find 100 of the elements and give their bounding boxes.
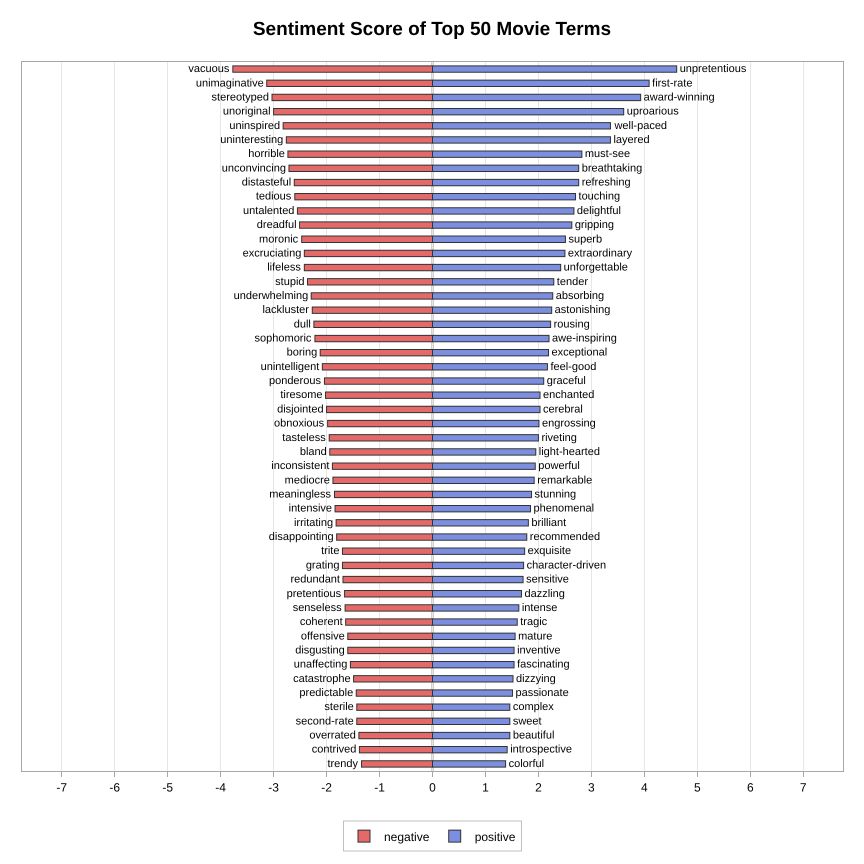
data-label: stupid (275, 276, 304, 288)
data-label: pretentious (286, 588, 342, 600)
data-label: contrived (312, 744, 356, 756)
data-label: feel-good (550, 360, 596, 373)
data-label: enchanted (543, 389, 594, 402)
data-label: breathtaking (582, 162, 642, 174)
x-tick-label: 3 (588, 780, 596, 794)
data-label: well-paced (613, 120, 668, 132)
data-label: must-see (584, 148, 630, 160)
data-label: graceful (546, 375, 586, 388)
data-label: dazzling (524, 588, 565, 600)
data-label: absorbing (556, 290, 604, 302)
data-label: lifeless (267, 262, 302, 274)
data-label: sweet (512, 715, 542, 728)
data-label: unintelligent (260, 360, 320, 373)
data-label: unforgettable (564, 262, 628, 274)
data-label: grating (306, 559, 340, 572)
data-label: cerebral (543, 403, 583, 416)
data-label: unpretentious (680, 63, 747, 76)
data-label: sterile (324, 701, 354, 714)
data-label: inventive (517, 644, 560, 656)
x-tick-label: 0 (429, 780, 436, 794)
data-label: sophomoric (254, 332, 312, 345)
data-label: unoriginal (222, 106, 271, 118)
data-label: moronic (259, 233, 299, 246)
data-label: sensitive (526, 574, 569, 586)
data-label: powerful (538, 460, 580, 472)
data-label: stunning (534, 488, 576, 500)
data-label: touching (578, 190, 620, 203)
x-tick-label: -4 (215, 780, 226, 794)
data-label: stereotyped (212, 91, 270, 104)
data-label: engrossing (542, 418, 596, 430)
data-label: refreshing (582, 176, 631, 189)
data-label: lackluster (262, 304, 310, 316)
data-label: introspective (510, 744, 572, 756)
x-tick-label: -7 (56, 780, 68, 794)
x-tick-label: -6 (109, 780, 120, 794)
data-label: ponderous (268, 375, 322, 388)
data-label: unconvincing (222, 162, 286, 174)
data-label: colorful (508, 758, 544, 770)
data-label: passionate (515, 687, 569, 700)
data-label: recommended (530, 531, 600, 544)
data-label: astonishing (554, 304, 610, 316)
data-label: awe-inspiring (552, 332, 617, 345)
data-label: vacuous (188, 63, 230, 76)
data-label: obnoxious (274, 418, 325, 430)
data-label: second-rate (296, 715, 354, 728)
data-label: boring (286, 346, 318, 359)
data-label: tiresome (280, 389, 323, 402)
x-tick-label: 5 (694, 780, 701, 794)
data-label: dull (294, 318, 311, 330)
data-label: tender (556, 276, 588, 288)
data-label: disappointing (268, 531, 334, 544)
legend-label: negative (384, 830, 430, 844)
x-tick-label: 1 (482, 780, 490, 794)
data-label: disjointed (277, 403, 324, 416)
data-label: offensive (300, 630, 345, 642)
data-label: mediocre (284, 474, 330, 486)
data-label: redundant (290, 574, 340, 586)
x-tick-label: -5 (162, 780, 174, 794)
data-label: tedious (256, 190, 292, 203)
data-label: overrated (309, 730, 356, 742)
data-label: extraordinary (568, 247, 633, 260)
data-label: exquisite (528, 545, 572, 558)
data-label: riveting (541, 432, 577, 444)
data-label: intense (522, 602, 558, 614)
data-label: superb (568, 233, 602, 246)
x-tick-label: 6 (746, 780, 754, 794)
data-label: disgusting (295, 644, 345, 656)
data-label: unaffecting (294, 658, 348, 671)
data-label: exceptional (552, 346, 608, 359)
data-label: distasteful (242, 176, 292, 189)
data-label: remarkable (537, 474, 592, 486)
data-label: tasteless (282, 432, 326, 444)
data-label: layered (613, 134, 650, 146)
data-label: untalented (243, 204, 294, 217)
x-tick-label: -1 (374, 780, 386, 794)
data-label: gripping (574, 219, 614, 232)
data-label: tragic (520, 616, 548, 628)
legend-label: positive (474, 830, 516, 844)
data-label: coherent (300, 616, 343, 628)
x-tick-label: -2 (321, 780, 332, 794)
data-label: unimaginative (196, 77, 264, 90)
x-tick-label: 2 (535, 780, 542, 794)
data-label: bland (300, 446, 327, 458)
chart-title: Sentiment Score of Top 50 Movie Terms (252, 18, 612, 40)
data-label: uninteresting (220, 134, 284, 146)
data-label: phenomenal (533, 502, 594, 515)
data-label: trite (321, 545, 340, 558)
data-label: horrible (248, 148, 285, 160)
data-label: light-hearted (538, 446, 600, 458)
data-label: first-rate (652, 77, 692, 90)
data-label: inconsistent (271, 460, 330, 472)
data-label: delightful (576, 204, 621, 217)
data-label: award-winning (644, 91, 715, 104)
data-label: underwhelming (234, 290, 308, 302)
data-label: uninspired (229, 120, 280, 132)
data-label: uproarious (626, 106, 680, 118)
data-label: complex (512, 701, 554, 714)
data-label: excruciating (242, 247, 302, 260)
